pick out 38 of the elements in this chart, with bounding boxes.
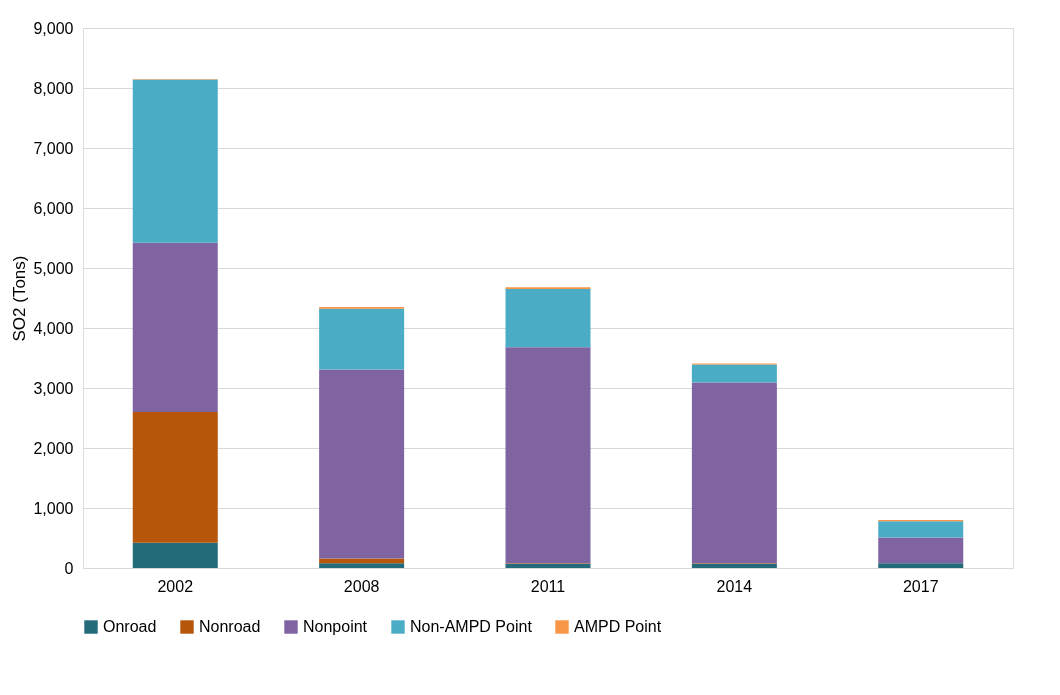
bar — [691, 563, 777, 568]
y-tick-label: 3,000 — [33, 379, 74, 397]
bar — [132, 542, 218, 568]
y-tick-label: 5,000 — [33, 259, 74, 277]
bar — [878, 521, 964, 538]
legend-label: Onroad — [103, 618, 157, 635]
bar — [878, 563, 964, 568]
y-axis-title: SO2 (Tons) — [10, 255, 30, 342]
bar — [319, 558, 405, 564]
y-tick-label: 9,000 — [33, 19, 74, 37]
bar — [691, 364, 777, 383]
x-tick-label: 2011 — [530, 577, 566, 595]
legend-label: Nonroad — [199, 618, 261, 635]
bar — [132, 242, 218, 412]
y-tick-label: 7,000 — [33, 139, 74, 157]
y-tick-label: 8,000 — [33, 79, 74, 97]
legend-label: Non-AMPD Point — [410, 618, 533, 635]
bar — [878, 537, 964, 564]
bar — [691, 382, 777, 564]
y-tick-label: 2,000 — [33, 439, 74, 457]
x-tick-label: 2002 — [157, 577, 194, 595]
x-tick-label: 2008 — [343, 577, 380, 595]
y-tick-label: 6,000 — [33, 199, 74, 217]
x-tick-label: 2014 — [716, 577, 753, 595]
bar — [319, 308, 405, 370]
x-tick-label: 2017 — [902, 577, 939, 595]
y-tick-label: 0 — [64, 559, 74, 577]
y-tick-label: 1,000 — [33, 499, 74, 517]
legend-label: AMPD Point — [574, 618, 662, 635]
bar — [505, 347, 591, 564]
legend-label: Nonpoint — [303, 618, 368, 635]
bar — [319, 369, 405, 559]
y-tick-label: 4,000 — [33, 319, 74, 337]
bar — [319, 563, 405, 568]
bar — [505, 563, 591, 568]
bar — [505, 289, 591, 348]
bar — [132, 412, 218, 543]
bar — [132, 79, 218, 243]
